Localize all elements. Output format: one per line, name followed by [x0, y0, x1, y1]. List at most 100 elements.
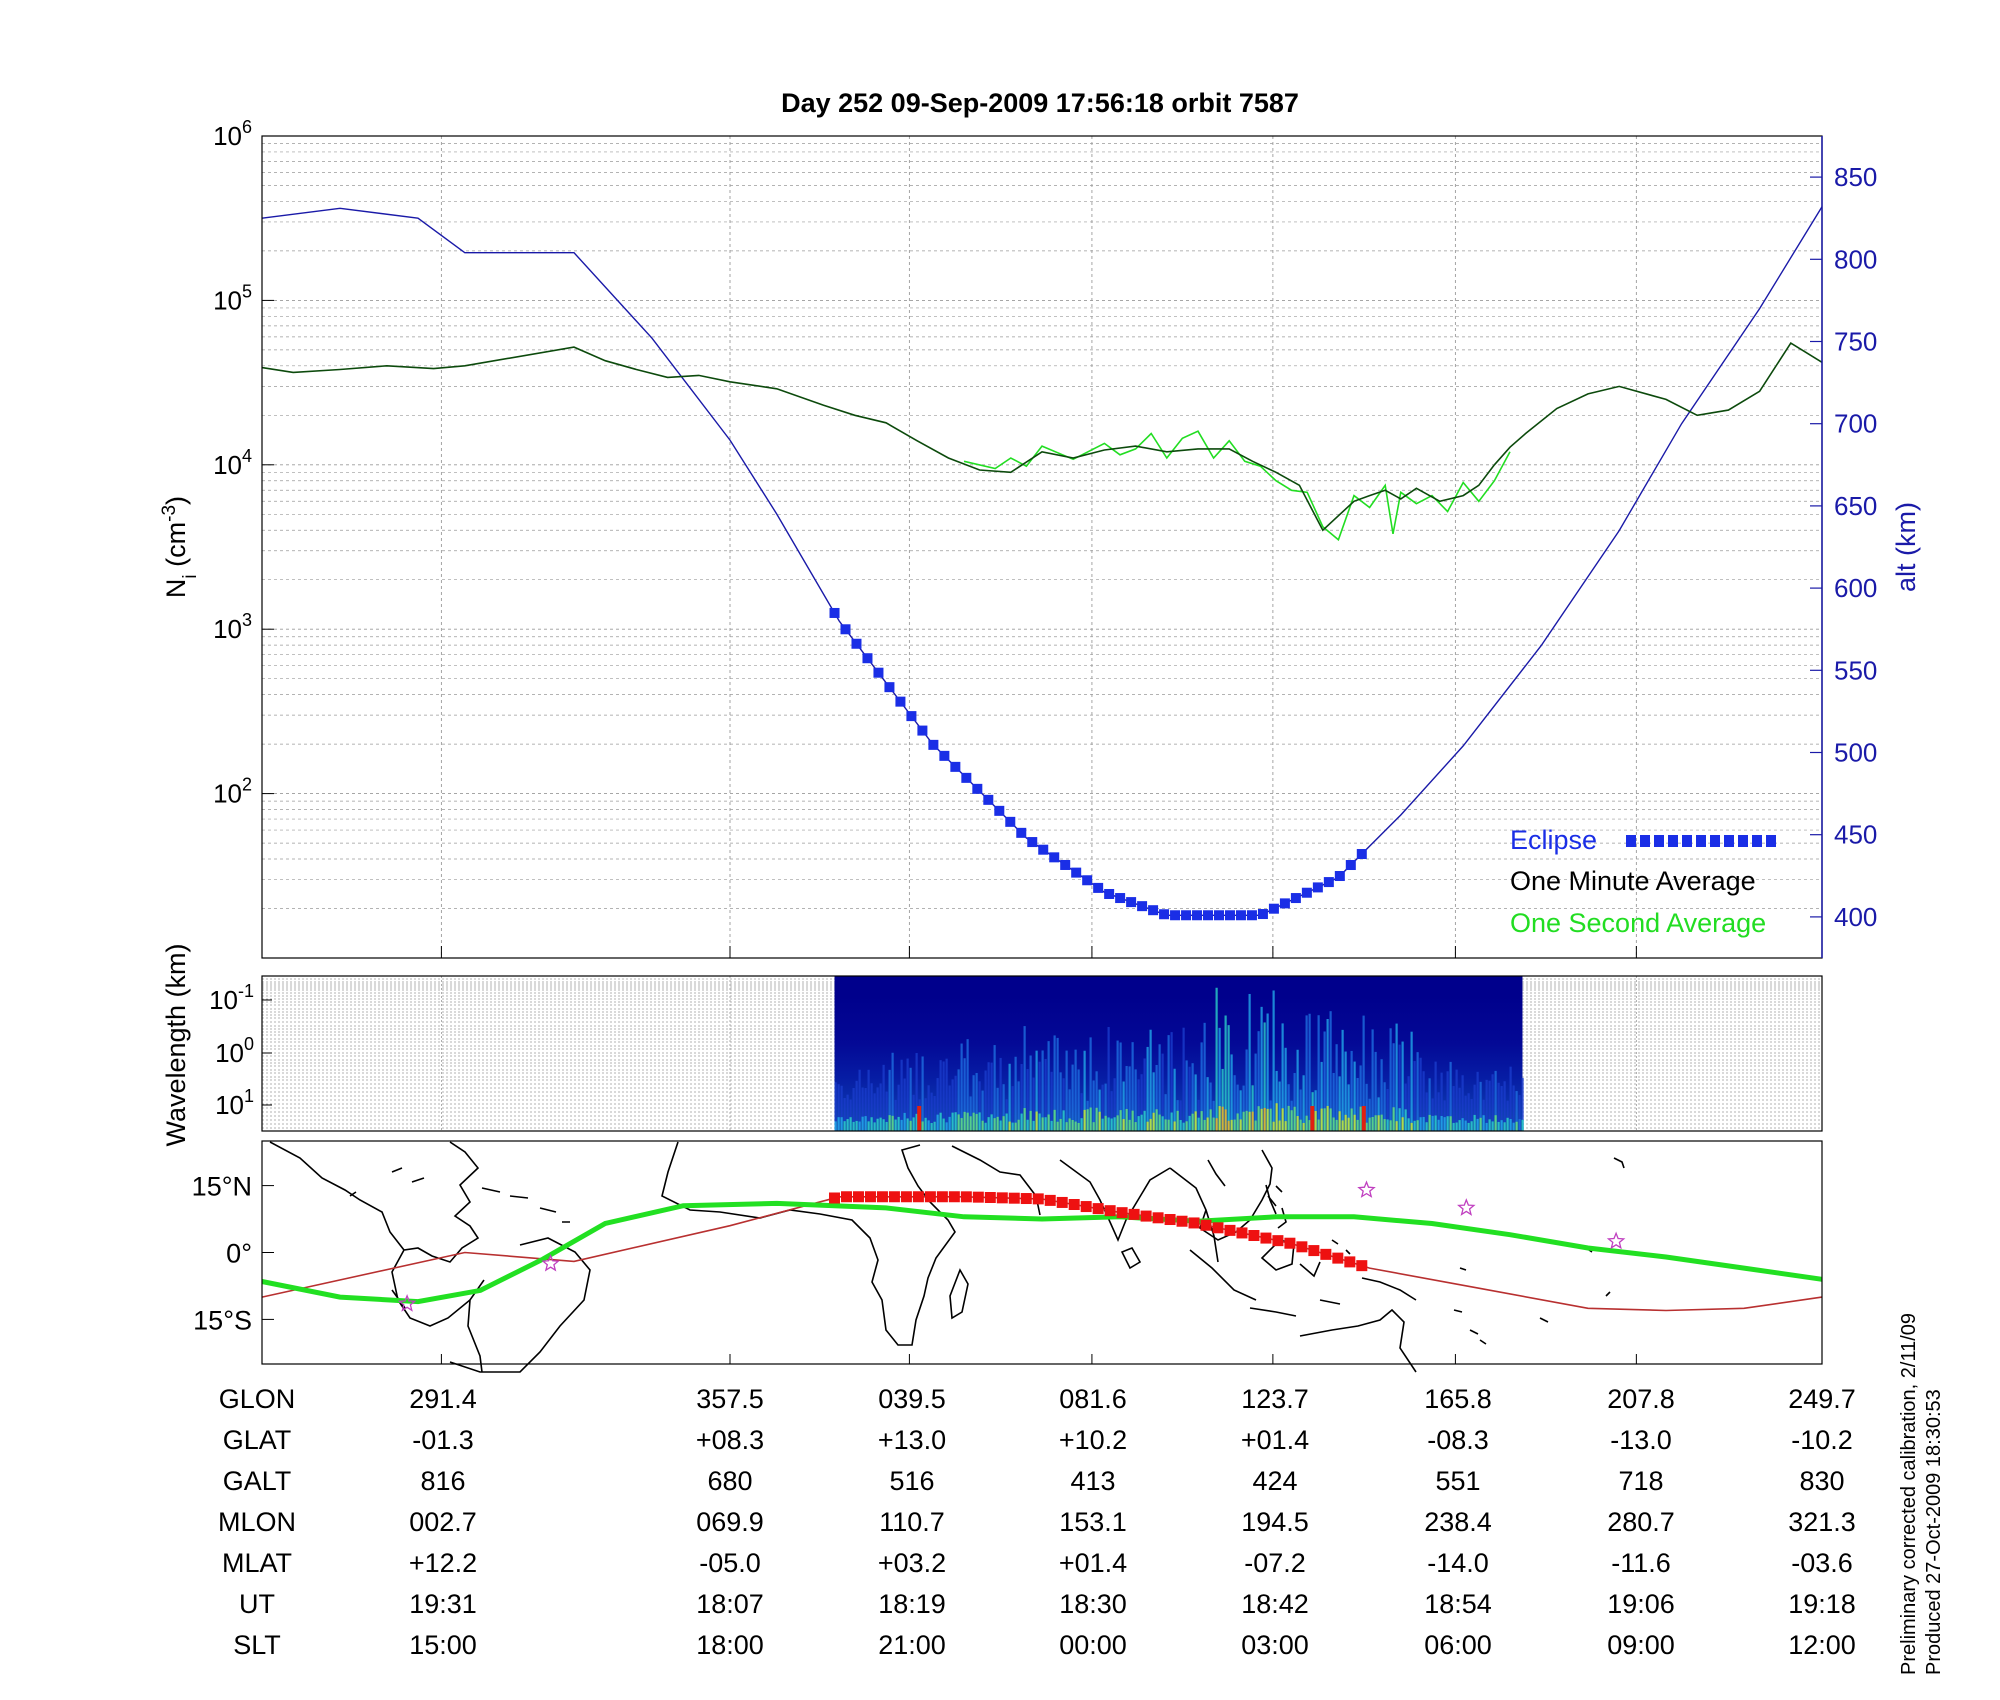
eclipse-marker — [1257, 909, 1268, 920]
legend-eclipse-swatch-mark — [1724, 835, 1734, 847]
spectrogram-column-peak — [1506, 1117, 1509, 1131]
spectrogram-column-peak — [1116, 1115, 1119, 1131]
star-marker — [541, 1253, 560, 1272]
spectrogram-column — [1479, 1081, 1482, 1131]
spectrogram-column-peak — [1056, 1121, 1059, 1131]
spectrogram-column-peak — [1461, 1118, 1464, 1131]
spectrogram-column — [1191, 1063, 1194, 1131]
spectrogram-column-peak — [972, 1112, 975, 1131]
spectrogram-column-peak — [1413, 1120, 1416, 1131]
spectrogram-column — [1230, 1054, 1233, 1131]
spectrogram-column — [1146, 1046, 1149, 1131]
tick-exponent: 0 — [244, 1034, 254, 1054]
eclipse-track-marker — [1116, 1207, 1128, 1219]
spectrogram-column-peak — [1206, 1117, 1209, 1131]
eclipse-track-marker — [829, 1192, 841, 1204]
spectrogram-column-peak — [1041, 1117, 1044, 1131]
spectrogram-column — [1227, 1025, 1230, 1131]
spectrogram-column-peak — [1149, 1118, 1152, 1131]
spectrogram-column — [1344, 1051, 1347, 1131]
spectrogram-column — [1395, 1023, 1398, 1131]
spectrogram-column-peak — [942, 1118, 945, 1131]
spectrogram-column — [1449, 1061, 1452, 1131]
spectrogram-column-peak — [1473, 1114, 1476, 1131]
spectrogram-column-peak — [1305, 1115, 1308, 1131]
spectrogram-column — [1074, 1049, 1077, 1131]
tick-exponent: 6 — [242, 117, 252, 137]
spectrogram-column-peak — [993, 1118, 996, 1131]
spectrogram-column-peak — [1107, 1117, 1110, 1131]
spectrogram-column-peak — [1374, 1115, 1377, 1131]
spectrogram-column-peak — [1440, 1115, 1443, 1131]
spectrogram-column-peak — [1077, 1122, 1080, 1131]
eclipse-marker — [917, 725, 928, 736]
spectrogram-column — [1365, 1083, 1368, 1131]
spectrogram-column-peak — [1446, 1116, 1449, 1131]
spectrogram-column-peak — [1338, 1111, 1341, 1131]
eclipse-track-marker — [1332, 1252, 1344, 1264]
table-cell: 19:18 — [1788, 1589, 1856, 1619]
spectrogram-column — [1260, 1006, 1263, 1131]
table-cell: -05.0 — [699, 1548, 761, 1578]
spectrogram-column-peak — [846, 1119, 849, 1131]
spectrogram-y-tick-label: 100 — [215, 1034, 254, 1068]
spectrogram-column-peak — [1275, 1103, 1278, 1131]
spectrogram-column-peak — [981, 1120, 984, 1131]
eclipse-track-marker — [1188, 1217, 1200, 1229]
map-y-tick-label: 15°N — [192, 1172, 252, 1202]
spectrogram-column — [1521, 1077, 1524, 1131]
map-y-tick-label: 0° — [226, 1239, 252, 1269]
spectrogram-column — [1122, 1081, 1125, 1131]
spectrogram-column — [1158, 1044, 1161, 1131]
spectrogram-column-peak — [1044, 1117, 1047, 1131]
spectrogram-column-peak — [1470, 1121, 1473, 1131]
spectrogram-column — [990, 1062, 993, 1131]
spectrogram-column-peak — [1221, 1106, 1224, 1131]
table-cell: 039.5 — [878, 1384, 946, 1414]
spectrogram-column — [1371, 1029, 1374, 1131]
spectrogram-column — [1128, 1066, 1131, 1131]
spectrogram-column — [1077, 1069, 1080, 1131]
eclipse-track-marker — [1104, 1205, 1116, 1217]
spectrogram-column-peak — [990, 1114, 993, 1131]
spectrogram-column — [939, 1060, 942, 1131]
spectrogram-column-peak — [1110, 1118, 1113, 1131]
spectrogram-column — [1296, 1049, 1299, 1131]
eclipse-marker — [1148, 905, 1159, 916]
spectrogram-column — [975, 1072, 978, 1131]
spectrogram-column-peak — [1032, 1120, 1035, 1131]
eclipse-marker — [1235, 910, 1246, 921]
spectrogram-column-peak — [1167, 1119, 1170, 1131]
spectrogram-column-peak — [1017, 1119, 1020, 1131]
eclipse-track-marker — [936, 1191, 948, 1203]
spectrogram-column — [1011, 1086, 1014, 1131]
spectrogram-column — [1299, 1089, 1302, 1131]
spectrogram-column — [924, 1098, 927, 1131]
eclipse-track-marker — [1320, 1248, 1332, 1260]
spectrogram-column-peak — [852, 1121, 855, 1131]
spectrogram-column — [1353, 1061, 1356, 1131]
spectrogram-column — [1053, 1035, 1056, 1131]
produced-date: Produced 27-Oct-2009 18:30:53 — [1923, 1389, 1945, 1675]
spectrogram-column-peak — [1146, 1121, 1149, 1131]
spectrogram-column-peak — [1383, 1119, 1386, 1131]
spectrogram-column — [936, 1078, 939, 1131]
eclipse-marker — [1038, 844, 1049, 855]
spectrogram-column-peak — [1320, 1108, 1323, 1131]
spectrogram-column — [1203, 1022, 1206, 1131]
spectrogram-column-peak — [948, 1116, 951, 1131]
legend-eclipse-swatch-mark — [1668, 835, 1678, 847]
spectrogram-column — [1251, 1085, 1254, 1131]
spectrogram-column-peak — [1518, 1119, 1521, 1131]
table-cell: 280.7 — [1607, 1507, 1675, 1537]
spectrogram-column-peak — [1422, 1116, 1425, 1131]
spectrogram-column-peak — [1410, 1122, 1413, 1131]
spectrogram-column-peak — [1104, 1115, 1107, 1131]
spectrogram-column-peak — [1401, 1117, 1404, 1131]
spectrogram-column-peak — [1308, 1120, 1311, 1131]
spectrogram-column-peak — [1266, 1108, 1269, 1131]
spectrogram-column — [1032, 1077, 1035, 1131]
coastline-indonesia — [1189, 1239, 1417, 1317]
spectrogram-column-peak — [1281, 1108, 1284, 1131]
